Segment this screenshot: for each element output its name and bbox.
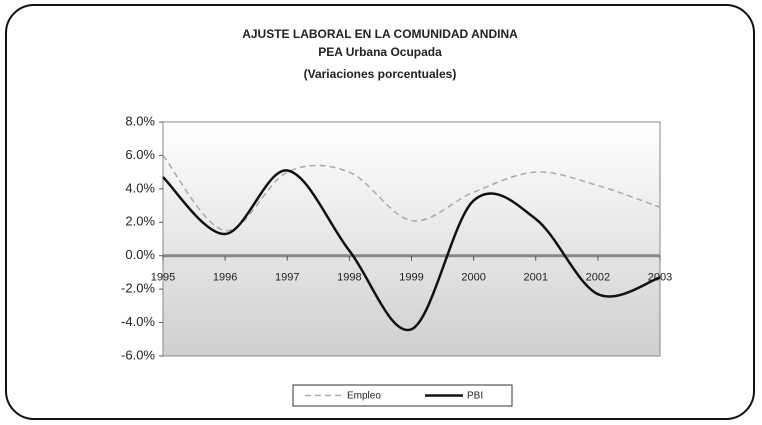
x-tick-label: 2001: [524, 272, 548, 284]
chart-subtitle: (Variaciones porcentuales): [304, 67, 457, 81]
x-tick-label: 1997: [275, 272, 299, 284]
legend-label: Empleo: [347, 391, 381, 402]
chart-subtitle: PEA Urbana Ocupada: [318, 45, 442, 59]
y-tick-label: 4.0%: [125, 180, 155, 195]
chart-title: AJUSTE LABORAL EN LA COMUNIDAD ANDINA: [242, 27, 518, 41]
x-tick-label: 2000: [461, 272, 485, 284]
x-tick-label: 1995: [151, 272, 175, 284]
y-tick-label: -2.0%: [121, 281, 155, 296]
y-tick-label: -6.0%: [121, 347, 155, 362]
x-tick-label: 1999: [399, 272, 423, 284]
x-tick-label: 1996: [213, 272, 237, 284]
y-tick-label: 6.0%: [125, 147, 155, 162]
y-tick-label: 8.0%: [125, 113, 155, 128]
line-series: [162, 169, 661, 332]
x-tick-label: 1998: [337, 272, 361, 284]
plot-area: [162, 121, 661, 357]
y-tick-label: 0.0%: [125, 247, 155, 262]
y-tick-label: -4.0%: [121, 314, 155, 329]
legend: [292, 384, 513, 407]
legend-label: PBI: [467, 391, 483, 402]
line-series: [162, 154, 661, 232]
x-tick-label: 2002: [586, 272, 610, 284]
y-tick-label: 2.0%: [125, 214, 155, 229]
